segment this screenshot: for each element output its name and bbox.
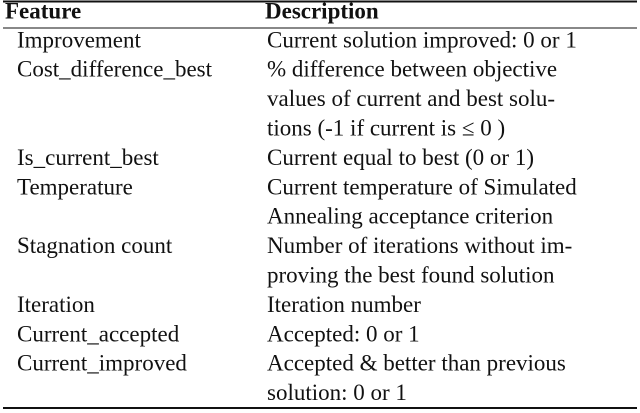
description-line: solution: 0 or 1 bbox=[267, 380, 407, 405]
description-line: Iteration number bbox=[267, 292, 421, 317]
description-line: Current temperature of Simulated bbox=[267, 174, 577, 199]
feature-cell: Iteration bbox=[17, 292, 95, 317]
header-cell: Description bbox=[265, 0, 379, 23]
feature-cell: Improvement bbox=[17, 27, 142, 52]
description-line: tions (-1 if current is ≤ 0 ) bbox=[267, 115, 505, 140]
feature-cell: Is_current_best bbox=[17, 145, 159, 170]
description-line: values of current and best solu- bbox=[267, 86, 555, 111]
description-line: Current equal to best (0 or 1) bbox=[267, 145, 534, 170]
feature-cell: Cost_difference_best bbox=[17, 57, 213, 82]
description-line: % difference between objective bbox=[267, 57, 557, 82]
description-line: Current solution improved: 0 or 1 bbox=[267, 27, 577, 52]
description-line: Number of iterations without im- bbox=[267, 233, 572, 258]
feature-cell: Current_accepted bbox=[17, 321, 180, 346]
feature-cell: Temperature bbox=[17, 174, 133, 199]
feature-cell: Stagnation count bbox=[17, 233, 173, 258]
header-cell: Feature bbox=[5, 0, 81, 23]
feature-cell: Current_improved bbox=[17, 351, 187, 376]
description-line: Accepted & better than previous bbox=[267, 351, 566, 376]
description-line: proving the best found solution bbox=[267, 262, 555, 287]
description-line: Annealing acceptance criterion bbox=[267, 204, 554, 229]
description-line: Accepted: 0 or 1 bbox=[267, 321, 420, 346]
